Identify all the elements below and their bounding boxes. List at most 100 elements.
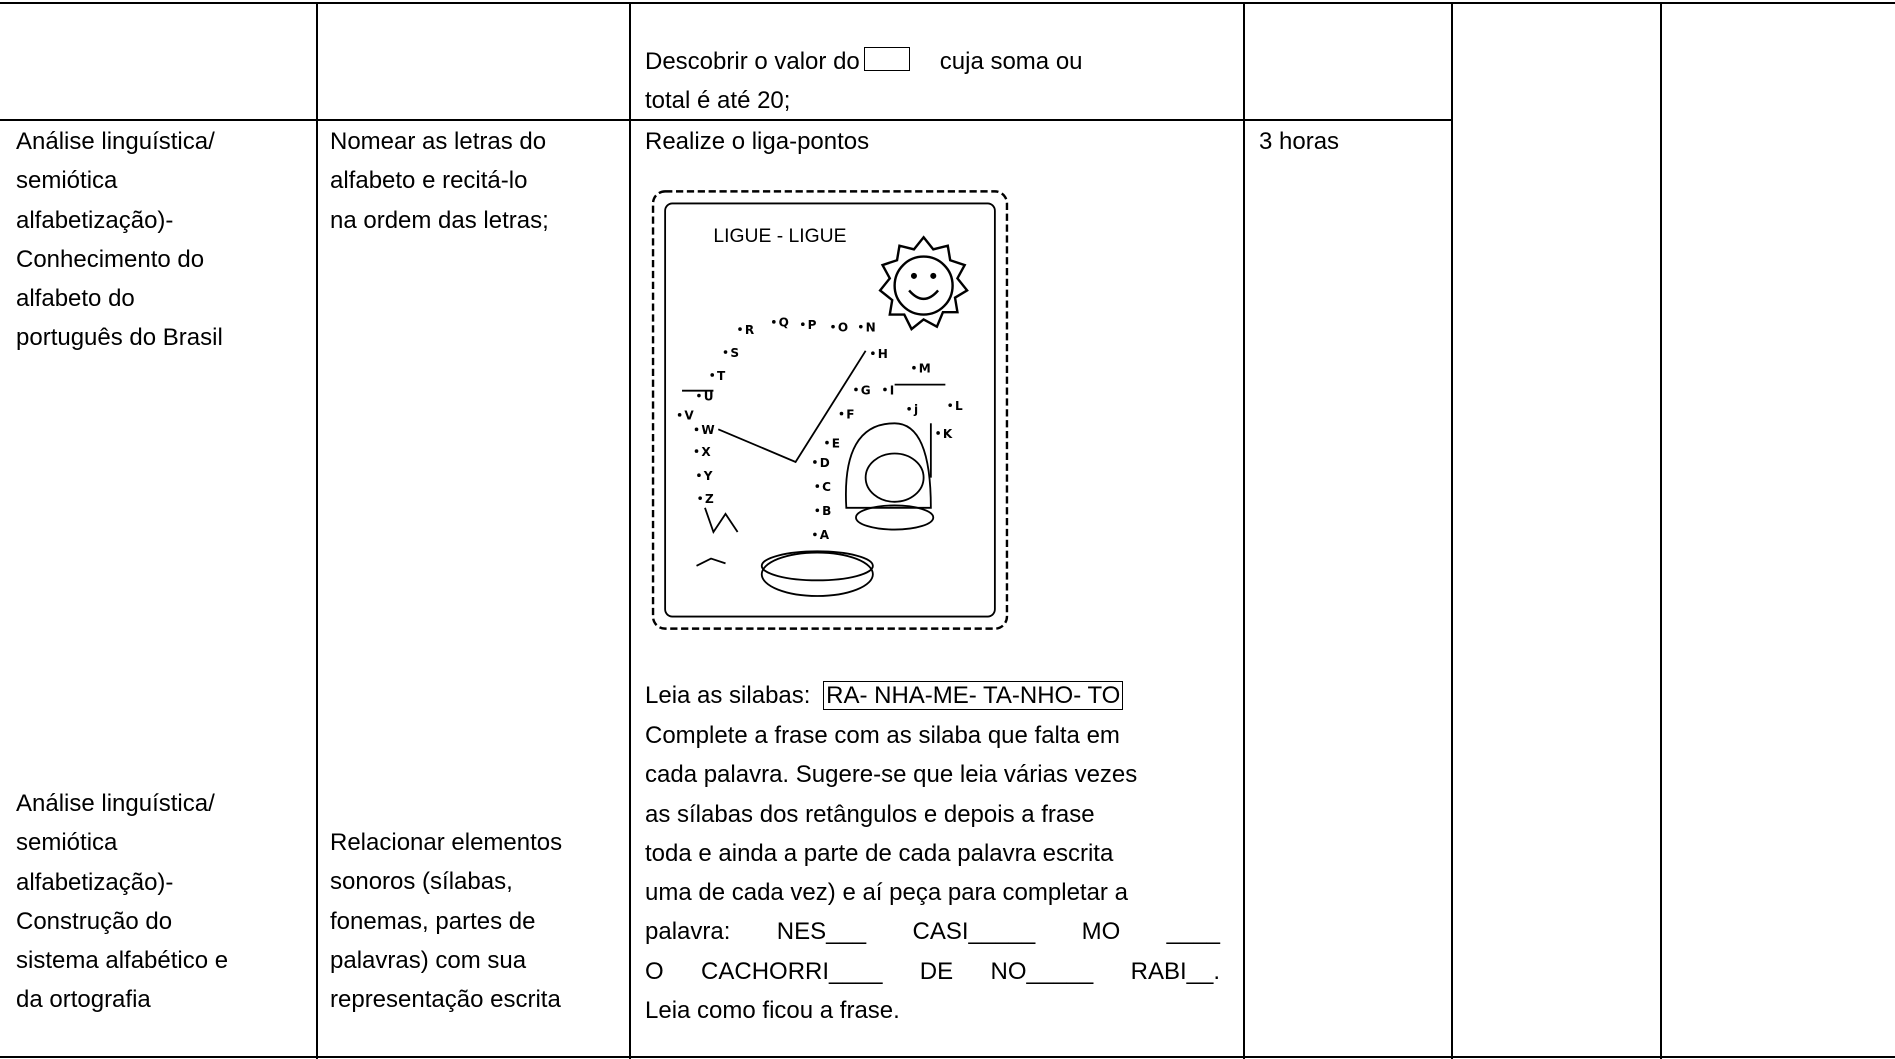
drawn-lines	[682, 350, 946, 597]
text-line: toda e ainda a parte de cada palavra esc…	[645, 839, 1114, 867]
skill: Relacionar elementos sonoros (sílabas, fon…	[330, 823, 562, 1019]
text: Leia as silabas:	[645, 682, 811, 709]
text: Descobrir o valor do	[645, 48, 860, 75]
dot	[772, 320, 776, 324]
dot	[697, 393, 701, 398]
dot	[738, 327, 742, 331]
syllables-line: Leia as silabas: RA- NHA-ME- TA-NHO- TO	[645, 676, 1124, 715]
dot	[697, 473, 701, 478]
dot	[677, 413, 682, 417]
text-line: da ortografia	[16, 986, 151, 1014]
text-line: palavra: NES___ CASI_____ MO ____	[645, 918, 1220, 946]
frame	[651, 190, 1009, 630]
text-line: Conhecimento do	[16, 245, 205, 273]
dot-letter: V	[684, 409, 694, 423]
text-line: representação escrita	[330, 986, 561, 1014]
sun	[878, 235, 969, 331]
dot-letter: K	[943, 427, 953, 441]
syllables-box: RA- NHA-ME- TA-NHO- TO	[823, 681, 1124, 710]
dot	[698, 496, 702, 500]
dot-letter: M	[919, 362, 931, 376]
dot-letter: T	[717, 369, 726, 383]
text: total é até 20;	[645, 87, 791, 115]
dot-letter: j	[913, 403, 918, 417]
text-line: O CACHORRI____ DE NO_____ RABI__.	[645, 957, 1220, 985]
text-line: cada palavra. Sugere-se que leia várias …	[645, 761, 1138, 789]
text-line: português do Brasil	[16, 324, 223, 352]
dot	[912, 365, 916, 370]
dot	[813, 532, 817, 537]
dot-letter: O	[838, 320, 848, 334]
dot	[694, 449, 699, 453]
dot-letter: S	[730, 346, 739, 360]
dot	[815, 508, 820, 513]
text-line: Relacionar elementos	[330, 829, 563, 856]
dot	[948, 403, 952, 407]
text-line: as sílabas dos retângulos e depois a fra…	[645, 800, 1095, 828]
dot-letter: U	[704, 389, 714, 403]
dot-letter: Z	[705, 492, 714, 506]
dot-letter: Y	[703, 469, 713, 483]
border	[0, 1056, 1895, 1058]
dot-letter: W	[701, 423, 714, 437]
dot	[907, 406, 911, 411]
text-line: na ordem das letras;	[330, 206, 549, 234]
cell-text: Descobrir o valor do cuja soma ou total é…	[645, 42, 1083, 121]
text-line: fonemas, partes de	[330, 907, 536, 935]
dot	[813, 460, 817, 464]
dot-letter: B	[822, 504, 831, 518]
text-line: uma de cada vez) e aí peça para completa…	[645, 879, 1128, 907]
dot	[854, 387, 858, 392]
dot	[858, 324, 863, 329]
text-line: alfabeto e recitá-lo	[330, 167, 528, 195]
dot-letter: X	[701, 445, 711, 459]
text-line: Nomear as letras do	[330, 128, 547, 155]
topic: Análise linguística/semiótica alfabetizaç…	[16, 784, 228, 1020]
row-line	[0, 119, 1452, 121]
frame	[664, 202, 996, 618]
dot-letter: L	[955, 399, 963, 413]
text-line: alfabeto do	[16, 285, 135, 313]
text-line: Análise linguística/	[16, 128, 215, 155]
text: cuja soma ou	[939, 48, 1083, 75]
dot-letter: G	[861, 383, 871, 397]
text-line: Leia como ficou a frase.	[645, 997, 900, 1025]
dot-letter: A	[820, 528, 830, 542]
text-line: alfabetização)-	[16, 868, 174, 896]
dot	[871, 351, 875, 356]
activity: Realize o liga-pontos	[645, 128, 870, 155]
dot	[723, 350, 728, 354]
dot	[936, 431, 940, 435]
text-line: alfabetização)-	[16, 206, 174, 234]
text-line: sistema alfabético e	[16, 947, 229, 975]
dot-letter: E	[832, 436, 840, 450]
dot	[801, 322, 805, 327]
dot-letter: C	[822, 480, 831, 494]
col-line	[316, 2, 318, 1059]
text-line: sonoros (sílabas,	[330, 868, 513, 896]
text-line: semiótica	[16, 829, 118, 857]
dot-letter: R	[745, 323, 755, 337]
text-line: Construção do	[16, 907, 173, 935]
time: 3 horas	[1259, 128, 1340, 155]
text-line: Análise linguística/	[16, 790, 215, 817]
dot	[825, 440, 829, 445]
topic: Análise linguística/semiótica alfabetizaç…	[16, 122, 223, 358]
skill: Nomear as letras do alfabeto e recitá-lo n…	[330, 122, 549, 240]
dot-letter: D	[820, 456, 830, 470]
text-line: Complete a frase com as silaba que falta…	[645, 722, 1120, 749]
dot-letter: P	[808, 318, 817, 332]
col-line	[1243, 2, 1245, 1059]
dot-letter: Q	[779, 316, 789, 330]
picture-title: LIGUE - LIGUE	[713, 226, 846, 247]
dot	[710, 373, 715, 377]
dot-letter: N	[866, 320, 876, 334]
dot	[839, 411, 844, 416]
dot-letter: F	[846, 407, 854, 421]
dot	[831, 324, 835, 329]
dot-letter: I	[890, 383, 894, 397]
dot	[694, 427, 699, 432]
